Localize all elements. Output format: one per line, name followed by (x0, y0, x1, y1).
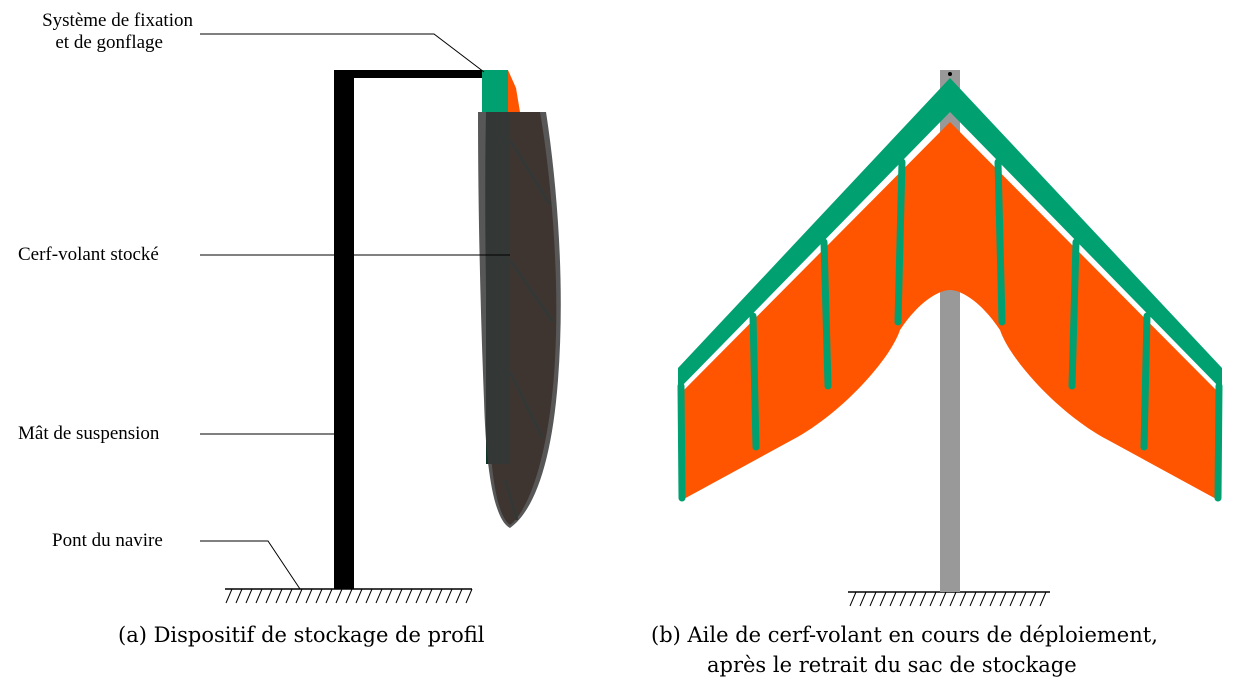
leader-lines-a (200, 33, 510, 590)
hatch-mark (939, 591, 947, 607)
hatch-mark (465, 588, 473, 604)
hatch-mark (929, 591, 937, 607)
caption-b: (b) Aile de cerf-volant en cours de dépl… (651, 620, 1158, 680)
hatch-mark (335, 588, 343, 604)
deck-ground-a (225, 588, 473, 604)
hatch-mark (345, 588, 353, 604)
hatch-mark (869, 591, 877, 607)
hatch-mark (889, 591, 897, 607)
label-suspension-mast: Mât de suspension (18, 423, 160, 444)
hatch-mark (235, 588, 243, 604)
hatch-mark (989, 591, 997, 607)
suspension-mast (334, 70, 485, 589)
hatch-mark (435, 588, 443, 604)
caption-b-line2: après le retrait du sac de stockage (707, 653, 1077, 677)
panel-b (677, 70, 1223, 607)
caption-b-line1: (b) Aile de cerf-volant en cours de dépl… (651, 623, 1158, 647)
hatch-mark (225, 588, 233, 604)
hatch-mark (1029, 591, 1037, 607)
hatch-mark (325, 588, 333, 604)
label-fixation-line2: et de gonflage (55, 32, 163, 53)
hatch-mark (1039, 591, 1047, 607)
fixation-inflation-system (482, 70, 508, 112)
hatch-mark (445, 588, 453, 604)
label-stored-kite: Cerf-volant stocké (18, 244, 159, 265)
hatch-mark (305, 588, 313, 604)
hatch-mark (365, 588, 373, 604)
label-ship-deck: Pont du navire (52, 530, 163, 551)
hatch-mark (879, 591, 887, 607)
hatch-mark (275, 588, 283, 604)
hatch-mark (355, 588, 363, 604)
hatch-mark (959, 591, 967, 607)
hatch-mark (245, 588, 253, 604)
hatch-mark (315, 588, 323, 604)
caption-a: (a) Dispositif de stockage de profil (118, 623, 485, 647)
hatch-mark (949, 591, 957, 607)
hatch-mark (969, 591, 977, 607)
hatch-mark (285, 588, 293, 604)
hatch-mark (255, 588, 263, 604)
deck-ground-b (848, 591, 1050, 607)
hatch-mark (859, 591, 867, 607)
label-fixation-line1: Système de fixation (42, 10, 193, 31)
hatch-mark (295, 588, 303, 604)
hatch-mark (455, 588, 463, 604)
hatch-mark (899, 591, 907, 607)
hatch-mark (909, 591, 917, 607)
hatch-mark (395, 588, 403, 604)
hatch-mark (919, 591, 927, 607)
hatch-mark (999, 591, 1007, 607)
hatch-mark (385, 588, 393, 604)
label-fixation-system: Système de fixation et de gonflage (11, 10, 193, 54)
kite-ribs (677, 158, 1223, 502)
hatch-mark (979, 591, 987, 607)
kite-wing-canopy (682, 122, 1218, 500)
hatch-mark (405, 588, 413, 604)
storage-bag (478, 112, 561, 528)
hatch-mark (1019, 591, 1027, 607)
panel-a (200, 33, 561, 604)
hatch-mark (375, 588, 383, 604)
hatch-mark (415, 588, 423, 604)
hatch-mark (1009, 591, 1017, 607)
kite-tip (508, 70, 520, 112)
hatch-mark (425, 588, 433, 604)
hatch-mark (265, 588, 273, 604)
hatch-mark (849, 591, 857, 607)
